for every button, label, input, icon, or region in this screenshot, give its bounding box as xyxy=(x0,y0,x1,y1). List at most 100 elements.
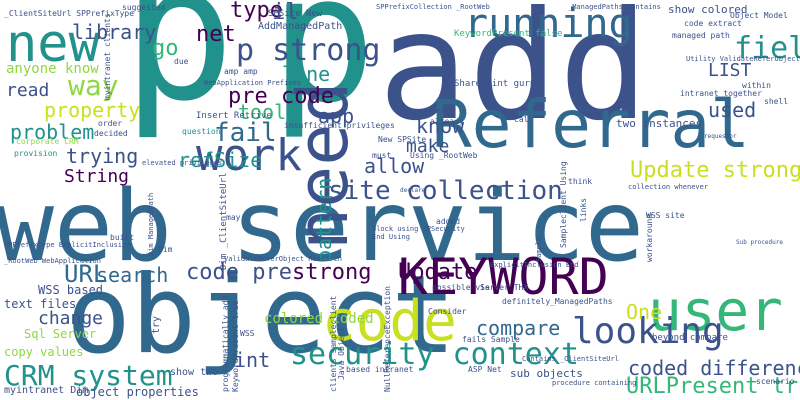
word: Sample xyxy=(535,236,543,262)
word: refSize xyxy=(178,148,263,172)
word: SharePoint guru xyxy=(454,79,536,89)
word: _ClientSiteUrl SPPrefixType xyxy=(4,9,135,18)
word: Sub procedure xyxy=(736,239,783,246)
word: scenario xyxy=(756,377,795,386)
word: requestor xyxy=(704,133,737,140)
word: call xyxy=(514,115,534,124)
word: change xyxy=(38,308,104,329)
word: End Using xyxy=(372,233,410,241)
word: definitely xyxy=(502,297,551,306)
word: two instances xyxy=(616,117,703,130)
word: may xyxy=(226,213,241,222)
word: code pre xyxy=(186,260,292,285)
word: allow xyxy=(364,154,425,178)
word: fails Sample xyxy=(462,335,520,344)
word: field xyxy=(734,31,800,66)
word: myintranet clients xyxy=(103,13,112,100)
word: il xyxy=(272,0,299,25)
word: AddManagedPath xyxy=(258,21,343,32)
word: think xyxy=(568,177,593,186)
word: SPSite New xyxy=(268,9,323,19)
word: security context xyxy=(290,337,579,372)
word: elevated privileges xyxy=(142,159,223,167)
word: code extract xyxy=(684,19,742,28)
word: block using SPSecurity xyxy=(372,225,465,233)
word: One xyxy=(626,300,663,324)
word: copy values xyxy=(4,345,84,359)
word: must xyxy=(372,151,392,160)
word: procedure containing xyxy=(552,379,637,387)
word: add xyxy=(378,0,649,154)
word: order xyxy=(98,119,123,128)
word: KeywordPresent true xyxy=(231,300,240,392)
word: pattern xyxy=(312,177,336,262)
word: _ManagedPaths Contains xyxy=(568,3,661,11)
word: suggested xyxy=(122,3,166,12)
word: WSS site xyxy=(646,211,685,220)
word: corporate CRM xyxy=(16,137,79,146)
word: collection whenever xyxy=(628,183,709,191)
word: Sql Server xyxy=(24,327,97,341)
word: pre code xyxy=(228,84,334,109)
word: question xyxy=(182,127,221,136)
word: object xyxy=(66,253,457,378)
word: ExplicitInclusion End xyxy=(490,261,579,269)
word: SPPrefixCollection _RootWeb xyxy=(376,3,490,11)
word: _RootWeb WebApplication xyxy=(4,257,101,265)
word: object properties xyxy=(76,385,199,399)
word: web service xyxy=(0,170,645,284)
word: code xyxy=(322,289,457,354)
word: KeywordPresent false xyxy=(454,29,563,39)
word: links xyxy=(579,197,588,222)
word: go xyxy=(152,36,179,61)
word: Insert Retrive xyxy=(196,111,272,121)
word: used xyxy=(708,98,757,122)
word: net xyxy=(196,22,236,47)
word: make xyxy=(406,136,450,157)
word: show two xyxy=(170,367,219,378)
word: LIST xyxy=(708,60,752,81)
word: p xyxy=(122,0,236,143)
word: possible via xyxy=(432,283,490,292)
word: anyone know xyxy=(6,61,99,77)
word: work xyxy=(196,130,302,181)
word: Server THX xyxy=(480,283,529,292)
word: looking xyxy=(572,311,724,352)
word: CRM system xyxy=(4,359,173,392)
word: int xyxy=(234,348,271,372)
word: String xyxy=(64,166,130,187)
word: Object Model xyxy=(730,11,788,20)
word: p xyxy=(270,0,376,142)
word: sub objects xyxy=(510,367,583,380)
word: problem xyxy=(10,120,95,144)
word: WSS xyxy=(240,329,255,338)
word: search xyxy=(96,263,169,287)
word: intranet together xyxy=(680,89,762,98)
word: Using _RootWeb xyxy=(410,151,478,160)
word: site collection xyxy=(328,176,563,206)
word: myintranet Dim xyxy=(4,385,89,396)
word: coded differences xyxy=(628,356,800,380)
word: provision xyxy=(14,149,58,158)
word: show colored xyxy=(668,3,748,16)
word: beyond compare xyxy=(652,333,728,343)
word: _ManagedPaths xyxy=(550,297,613,306)
word: built xyxy=(110,233,135,242)
word: URLPresent true xyxy=(626,374,800,399)
word: ValidateReferObject Research xyxy=(224,255,343,263)
word: WebApplication Prefixes xyxy=(204,79,301,87)
word: shell xyxy=(764,97,789,106)
word: already xyxy=(430,117,464,126)
word: know xyxy=(416,114,465,138)
word: insufficient privileges xyxy=(284,121,395,130)
word: read xyxy=(6,80,50,101)
word: amp amp xyxy=(224,67,258,76)
word: based intranet xyxy=(346,365,414,374)
word: Consider xyxy=(428,307,467,316)
word: New SPSite xyxy=(378,135,427,144)
word: Sampleclient Using xyxy=(559,161,568,248)
word: trying xyxy=(66,144,139,168)
word: SPPrefixType ExplicitInclusion xyxy=(4,241,131,249)
word: type xyxy=(230,0,283,23)
